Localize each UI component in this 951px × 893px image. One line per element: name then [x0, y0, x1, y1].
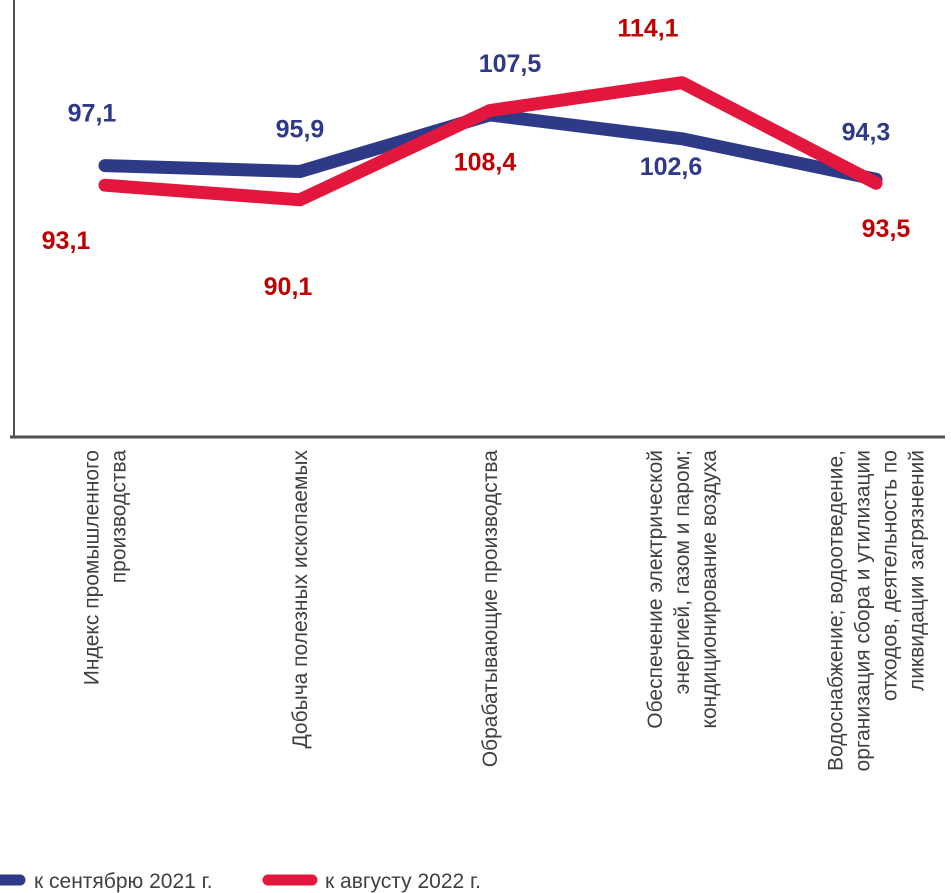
data-label-s1-3: 107,5 [479, 50, 542, 78]
category-label-4-line-1: Обеспечение электрической [644, 450, 667, 729]
category-label-1-line-2: производства [108, 450, 131, 584]
legend-label-2: к августу 2022 г. [325, 870, 481, 893]
data-label-s2-1: 93,1 [42, 227, 91, 255]
category-label-1-line-1: Индекс промышленного [81, 450, 104, 685]
category-label-3-line-1: Обрабатывающие производства [479, 450, 502, 768]
category-label-5-line-3: отходов, деятельность по [879, 450, 902, 701]
category-label-3: Обрабатывающие производства [479, 450, 502, 768]
category-label-2-line-1: Добыча полезных ископаемых [289, 450, 312, 749]
data-label-s2-2: 90,1 [264, 273, 313, 301]
data-label-s2-5: 93,5 [862, 215, 911, 243]
series-layer [98, 76, 883, 207]
data-label-s1-2: 95,9 [276, 116, 325, 144]
legend-label-1: к сентябрю 2021 г. [34, 870, 213, 893]
category-label-layer: Индекс промышленного производства Добыча п… [81, 450, 929, 772]
data-label-layer: 97,1 95,9 107,5 102,6 94,3 93,1 90,1 108,4 114,1… [42, 15, 911, 301]
category-label-4-line-3: кондиционирование воздуха [698, 450, 721, 729]
category-label-5-line-1: Водоснабжение; водоотведение, [825, 450, 848, 771]
category-label-5-line-2: организация сбора и утилизации [852, 450, 875, 771]
category-label-4-line-2: энергией, газом и паром; [671, 450, 694, 694]
data-label-s1-5: 94,3 [842, 118, 891, 146]
data-label-s1-1: 97,1 [68, 100, 117, 128]
category-label-4: Обеспечение электрической энергией, газом… [644, 450, 721, 729]
data-label-s2-4: 114,1 [617, 15, 678, 43]
series-line-2 [98, 76, 883, 207]
legend: к сентябрю 2021 г. к августу 2022 г. [0, 870, 481, 893]
category-label-5: Водоснабжение; водоотведение, организация… [825, 450, 929, 771]
data-label-s2-3: 108,4 [454, 149, 517, 177]
category-label-2: Добыча полезных ископаемых [289, 450, 312, 749]
category-label-1: Индекс промышленного производства [81, 450, 131, 686]
data-label-s1-4: 102,6 [640, 153, 703, 181]
category-label-5-line-4: ликвидации загрязнений [906, 450, 929, 691]
